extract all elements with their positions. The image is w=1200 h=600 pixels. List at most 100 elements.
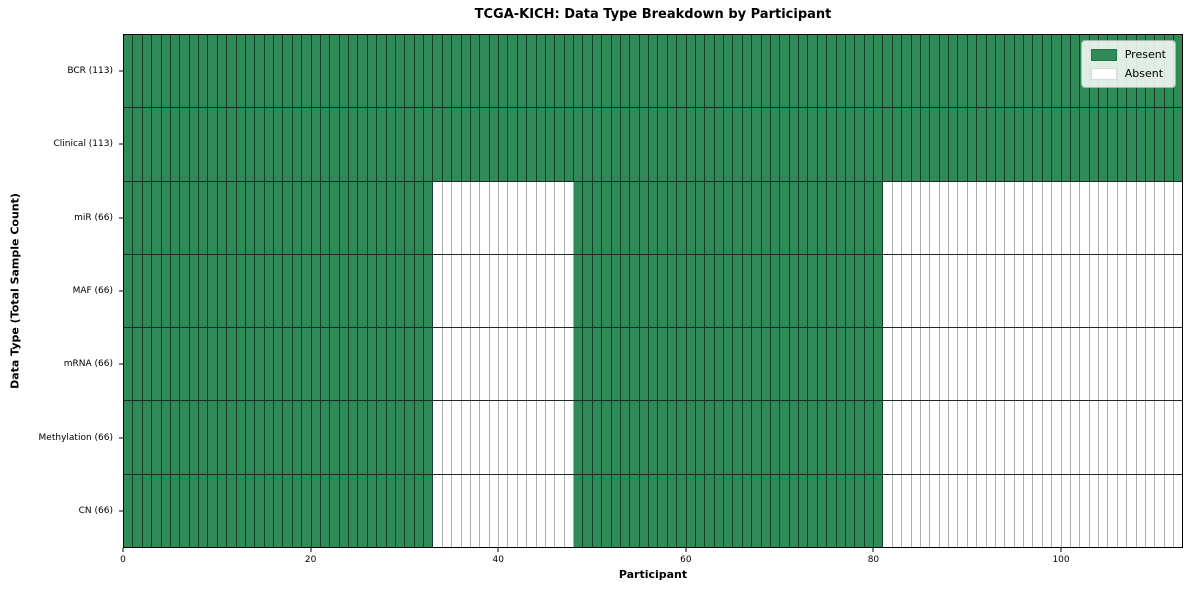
heatmap-cell xyxy=(395,328,406,401)
heatmap-cell xyxy=(705,35,715,108)
heatmap-cell xyxy=(199,328,209,401)
x-tick-mark xyxy=(685,548,687,552)
heatmap-cell xyxy=(1042,328,1053,401)
heatmap-cell xyxy=(808,108,818,181)
heatmap-cell xyxy=(527,181,537,254)
heatmap-cell xyxy=(761,328,771,401)
heatmap-cell xyxy=(442,328,453,401)
heatmap-cell xyxy=(574,181,584,254)
heatmap-cell xyxy=(470,35,481,108)
heatmap-cell xyxy=(1052,181,1062,254)
heatmap-cell xyxy=(227,474,237,547)
heatmap-cell xyxy=(864,254,874,328)
heatmap-cell xyxy=(836,108,846,181)
heatmap-cell xyxy=(1005,474,1015,547)
heatmap-cell xyxy=(189,181,199,254)
heatmap-cell xyxy=(883,35,893,108)
heatmap-cell xyxy=(977,108,987,181)
heatmap-cell xyxy=(1033,474,1043,547)
heatmap-cell xyxy=(677,181,687,254)
heatmap-cell xyxy=(349,474,359,547)
heatmap-cell xyxy=(442,108,453,181)
heatmap-cell xyxy=(1052,474,1062,547)
heatmap-cell xyxy=(1061,401,1071,474)
heatmap-cell xyxy=(602,401,612,474)
heatmap-cell xyxy=(1080,474,1090,547)
heatmap-cell xyxy=(536,181,546,254)
heatmap-cell xyxy=(536,35,546,108)
heatmap-cell xyxy=(958,254,968,328)
heatmap-cell xyxy=(320,35,331,108)
heatmap-cell xyxy=(1174,401,1183,474)
heatmap-cell xyxy=(555,108,565,181)
heatmap-cell xyxy=(583,254,593,328)
y-tick-mark xyxy=(119,363,123,365)
heatmap-cell xyxy=(939,328,949,401)
heatmap-cell xyxy=(208,254,218,328)
heatmap-cell xyxy=(986,108,996,181)
heatmap-cell xyxy=(424,328,434,401)
heatmap-cell xyxy=(1052,328,1062,401)
heatmap-cell xyxy=(508,401,518,474)
heatmap-cell xyxy=(958,328,968,401)
heatmap-cell xyxy=(1136,254,1146,328)
heatmap-cell xyxy=(236,108,246,181)
heatmap-cell xyxy=(414,108,424,181)
heatmap-cell xyxy=(1080,108,1090,181)
heatmap-cell xyxy=(667,181,678,254)
heatmap-cell xyxy=(292,474,303,547)
heatmap-cell xyxy=(236,328,246,401)
heatmap-cell xyxy=(152,108,162,181)
heatmap-cell xyxy=(686,35,696,108)
heatmap-cell xyxy=(208,474,218,547)
heatmap-cell xyxy=(1024,181,1034,254)
heatmap-cell xyxy=(161,35,171,108)
heatmap-cell xyxy=(827,181,837,254)
heatmap-cell xyxy=(630,474,640,547)
heatmap-cell xyxy=(236,474,246,547)
heatmap-cell xyxy=(845,474,856,547)
heatmap-cell xyxy=(630,401,640,474)
heatmap-cell xyxy=(292,328,303,401)
heatmap-cell xyxy=(939,181,949,254)
heatmap-cell xyxy=(133,401,143,474)
heatmap-cell xyxy=(489,328,499,401)
heatmap-cell xyxy=(883,254,893,328)
heatmap-cell xyxy=(864,181,874,254)
heatmap-cell xyxy=(274,108,284,181)
heatmap-cell xyxy=(920,35,931,108)
heatmap-cell xyxy=(414,35,424,108)
heatmap-cell xyxy=(517,35,528,108)
heatmap-cell xyxy=(639,254,649,328)
heatmap-cell xyxy=(499,474,509,547)
heatmap-cell xyxy=(1164,108,1174,181)
heatmap-cell xyxy=(1070,254,1081,328)
heatmap-cell xyxy=(892,108,903,181)
heatmap-cell xyxy=(180,328,190,401)
heatmap-cell xyxy=(1089,328,1099,401)
heatmap-cell xyxy=(367,254,378,328)
heatmap-cell xyxy=(920,474,931,547)
legend-swatch-absent-icon xyxy=(1090,67,1117,80)
heatmap-cell xyxy=(780,108,790,181)
heatmap-cell xyxy=(180,35,190,108)
heatmap-cell xyxy=(1070,108,1081,181)
heatmap-cell xyxy=(592,108,603,181)
heatmap-cell xyxy=(967,254,978,328)
legend-label-absent: Absent xyxy=(1124,67,1164,80)
heatmap-cell xyxy=(761,108,771,181)
heatmap-cell xyxy=(170,181,181,254)
heatmap-cell xyxy=(920,401,931,474)
heatmap-cell xyxy=(170,328,181,401)
heatmap-cell xyxy=(920,254,931,328)
heatmap-cell xyxy=(199,181,209,254)
heatmap-cell xyxy=(817,254,828,328)
heatmap-cell xyxy=(939,108,949,181)
heatmap-cell xyxy=(527,401,537,474)
y-tick-label: CN (66) xyxy=(78,506,113,517)
heatmap-cell xyxy=(836,35,846,108)
heatmap-cell xyxy=(742,401,753,474)
heatmap-cell xyxy=(770,108,781,181)
heatmap-cell xyxy=(995,108,1006,181)
heatmap-cell xyxy=(874,181,884,254)
